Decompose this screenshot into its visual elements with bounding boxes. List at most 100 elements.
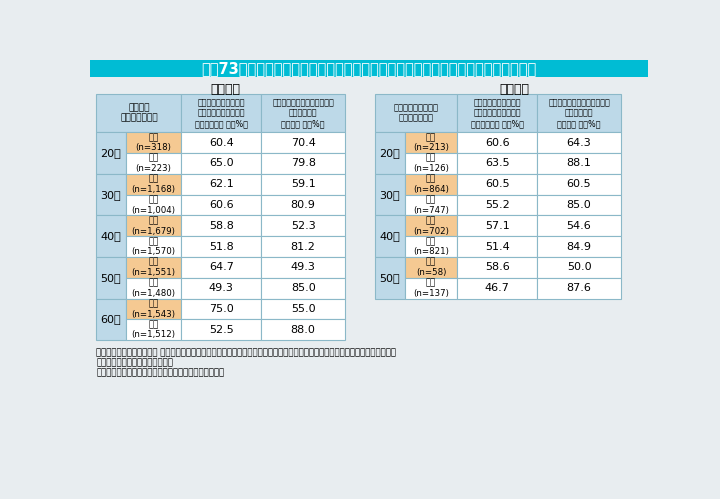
Bar: [375, 132, 405, 174]
Bar: [537, 174, 621, 195]
Text: 58.6: 58.6: [485, 262, 510, 272]
Text: 59.1: 59.1: [291, 179, 315, 189]
Text: 80.9: 80.9: [291, 200, 315, 210]
Text: 84.9: 84.9: [567, 242, 592, 251]
Text: （備考）１．「令和４年度 新しいライフスタイル、新しい働き方を踏まえた男女共同参画推進に関する調査」（令和４年度内閣府: （備考）１．「令和４年度 新しいライフスタイル、新しい働き方を踏まえた男女共同参…: [96, 348, 396, 357]
Bar: [126, 132, 181, 153]
Text: ＜育児＞: ＜育児＞: [500, 83, 530, 96]
Bar: [126, 257, 181, 278]
Bar: [181, 298, 261, 319]
Bar: [181, 257, 261, 278]
Bar: [126, 278, 181, 298]
Bar: [261, 132, 345, 153]
Text: 50代: 50代: [379, 273, 400, 283]
Bar: [126, 319, 181, 340]
Text: 49.3: 49.3: [209, 283, 234, 293]
Bar: [537, 195, 621, 216]
Bar: [375, 216, 405, 257]
Bar: [457, 257, 537, 278]
Text: 50.0: 50.0: [567, 262, 591, 272]
Text: 60.5: 60.5: [567, 179, 591, 189]
Bar: [261, 195, 345, 216]
Text: 50代: 50代: [101, 273, 121, 283]
Bar: [457, 278, 537, 298]
Text: 85.0: 85.0: [291, 283, 315, 293]
Text: 87.6: 87.6: [567, 283, 591, 293]
Text: 【自分の家事スキル】
十分にある＋どちらか
といえばある 計（%）: 【自分の家事スキル】 十分にある＋どちらか といえばある 計（%）: [195, 98, 248, 128]
Bar: [96, 132, 126, 174]
Bar: [537, 94, 621, 132]
Text: 88.0: 88.0: [291, 325, 315, 335]
Bar: [537, 132, 621, 153]
Bar: [261, 278, 345, 298]
Bar: [96, 257, 126, 298]
Text: 女性
(n=213): 女性 (n=213): [413, 133, 449, 152]
Text: 委託調査）より作成。: 委託調査）より作成。: [96, 358, 173, 367]
Text: 54.6: 54.6: [567, 221, 591, 231]
Text: 63.5: 63.5: [485, 159, 510, 169]
Text: 【配偶者の家事への満足度】
とても満足＋
まあ満足 計（%）: 【配偶者の家事への満足度】 とても満足＋ まあ満足 計（%）: [272, 98, 334, 128]
Text: 特－73表　家事・育児スキルの自己評価と配偶者の実施する家事・育児への満足度: 特－73表 家事・育児スキルの自己評価と配偶者の実施する家事・育児への満足度: [202, 61, 536, 76]
Bar: [537, 278, 621, 298]
Text: 女性
(n=1,543): 女性 (n=1,543): [132, 299, 176, 319]
Text: 男性
(n=223): 男性 (n=223): [135, 154, 171, 173]
Bar: [126, 153, 181, 174]
Bar: [457, 153, 537, 174]
Text: 65.0: 65.0: [209, 159, 234, 169]
Text: 男性
(n=1,004): 男性 (n=1,004): [132, 195, 176, 215]
Bar: [96, 174, 126, 216]
Bar: [181, 153, 261, 174]
Text: 女性
(n=864): 女性 (n=864): [413, 175, 449, 194]
Bar: [261, 94, 345, 132]
Bar: [126, 195, 181, 216]
Bar: [537, 236, 621, 257]
Bar: [96, 94, 181, 132]
Text: 女性
(n=1,679): 女性 (n=1,679): [132, 216, 176, 236]
Text: 64.3: 64.3: [567, 138, 591, 148]
Bar: [457, 195, 537, 216]
Bar: [405, 195, 457, 216]
Text: 49.3: 49.3: [291, 262, 315, 272]
Text: 79.8: 79.8: [291, 159, 315, 169]
Bar: [181, 278, 261, 298]
Text: 88.1: 88.1: [567, 159, 591, 169]
Bar: [405, 257, 457, 278]
Text: 【配偶者の育児への満足度】
とても満足＋
まあ満足 計（%）: 【配偶者の育児への満足度】 とても満足＋ まあ満足 計（%）: [548, 98, 610, 128]
Bar: [457, 94, 537, 132]
Bar: [181, 94, 261, 132]
Text: 55.2: 55.2: [485, 200, 510, 210]
Bar: [375, 174, 405, 216]
Text: 男性
(n=747): 男性 (n=747): [413, 195, 449, 215]
Text: 58.8: 58.8: [209, 221, 234, 231]
Bar: [90, 60, 648, 77]
Text: 46.7: 46.7: [485, 283, 510, 293]
Text: ２．配偶者には、事実婚・内縁の関係を含む。: ２．配偶者には、事実婚・内縁の関係を含む。: [96, 368, 225, 377]
Bar: [181, 216, 261, 236]
Text: 30代: 30代: [379, 190, 400, 200]
Bar: [537, 257, 621, 278]
Text: 40代: 40代: [379, 231, 400, 241]
Text: 【自分の育児スキル】
十分にある＋どちらか
といえばある 計（%）: 【自分の育児スキル】 十分にある＋どちらか といえばある 計（%）: [471, 98, 523, 128]
Bar: [261, 216, 345, 236]
Bar: [181, 195, 261, 216]
Text: 52.3: 52.3: [291, 221, 315, 231]
Text: 60.6: 60.6: [485, 138, 510, 148]
Bar: [181, 319, 261, 340]
Bar: [96, 298, 126, 340]
Text: 62.1: 62.1: [209, 179, 234, 189]
Bar: [405, 216, 457, 236]
Bar: [457, 174, 537, 195]
Text: ＜家事＞: ＜家事＞: [211, 83, 240, 96]
Bar: [375, 257, 405, 298]
Text: 20代: 20代: [101, 148, 121, 158]
Bar: [261, 174, 345, 195]
Text: 85.0: 85.0: [567, 200, 591, 210]
Text: 女性
(n=1,551): 女性 (n=1,551): [132, 257, 176, 277]
Bar: [261, 153, 345, 174]
Bar: [405, 174, 457, 195]
Bar: [181, 174, 261, 195]
Bar: [405, 132, 457, 153]
Bar: [96, 216, 126, 257]
Bar: [375, 94, 457, 132]
Text: 男性
(n=1,512): 男性 (n=1,512): [132, 320, 176, 339]
